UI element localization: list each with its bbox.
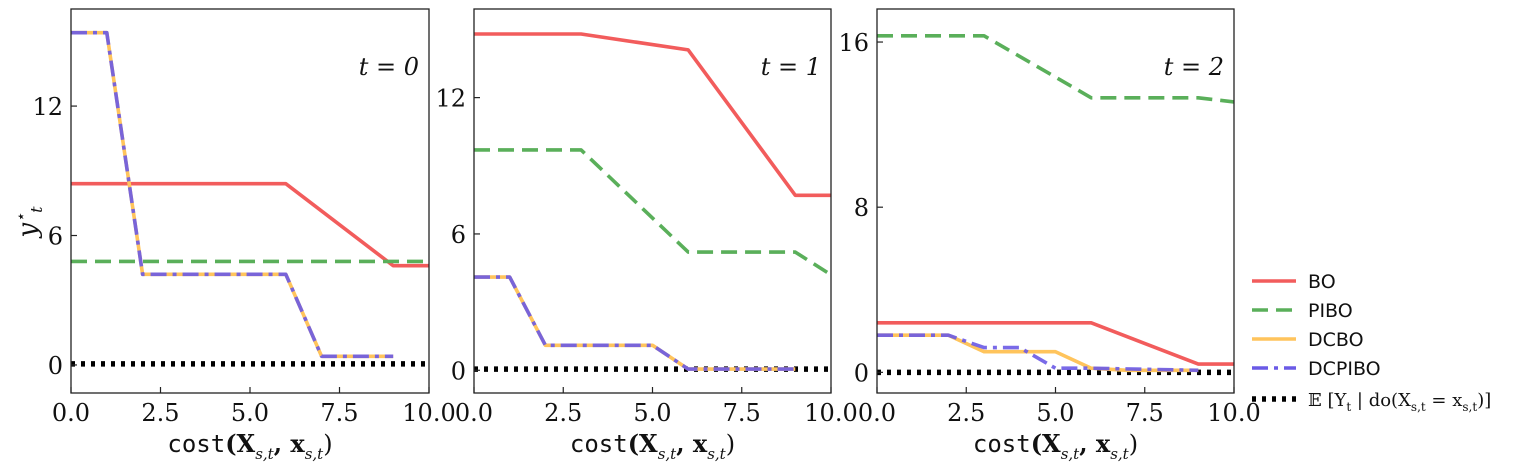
x-tick-label: 7.5 <box>723 399 761 427</box>
y-tick-label: 0 <box>48 352 63 380</box>
legend-label-pibo: PIBO <box>1308 300 1353 322</box>
legend-label-dcpibo: DCPIBO <box>1308 358 1381 380</box>
series-line-bo <box>71 181 429 268</box>
y-tick-label: 8 <box>854 194 869 222</box>
x-tick-label: 5.0 <box>231 399 269 427</box>
y-tick-label: 0 <box>451 357 466 385</box>
x-axis-label: cost(Xs,t, xs,t) <box>167 429 332 463</box>
x-axis-label: cost(Xs,t, xs,t) <box>973 429 1138 463</box>
x-tick-label: 5.0 <box>633 399 671 427</box>
x-tick-label: 7.5 <box>320 399 358 427</box>
legend-label-bo: BO <box>1308 271 1336 293</box>
chart-legend: BO PIBO DCBO DCPIBO 𝔼 [Yt | do(Xs,t = xs,t)] <box>1252 271 1491 414</box>
y-tick-label: 16 <box>838 29 869 57</box>
y-tick-label: 0 <box>854 359 869 387</box>
y-tick-label: 12 <box>435 85 466 113</box>
x-tick-label: 10.0 <box>1207 399 1260 427</box>
x-tick-label: 7.5 <box>1126 399 1164 427</box>
series-line-dcpibo <box>71 30 394 359</box>
x-tick-label: 0.0 <box>455 399 493 427</box>
series-line-pibo <box>474 148 831 277</box>
series-line-dcbo <box>474 275 796 371</box>
x-tick-label: 2.5 <box>947 399 985 427</box>
y-tick-label: 12 <box>32 93 63 121</box>
y-tick-label: 6 <box>48 223 63 251</box>
y-tick-label: 6 <box>451 221 466 249</box>
x-tick-label: 2.5 <box>544 399 582 427</box>
x-tick-label: 0.0 <box>858 399 896 427</box>
series-line-dcpibo <box>877 333 1199 373</box>
panel-time-label: t = 1 <box>761 53 821 81</box>
panel-0: 0.0 2.5 5.0 7.5 10.0 0 6 12 t = 0 cost(Xs,t, xs,t… <box>32 8 456 463</box>
x-tick-label: 0.0 <box>52 399 90 427</box>
x-tick-label: 10.0 <box>804 399 857 427</box>
x-tick-label: 2.5 <box>141 399 179 427</box>
y-axis-label: y⋆t <box>11 206 46 239</box>
series-line-dcbo <box>877 333 1199 373</box>
x-tick-label: 5.0 <box>1036 399 1074 427</box>
panel-2: 0.0 2.5 5.0 7.5 10.0 0 8 16 t = 2 cost(Xs,t, xs,t… <box>838 8 1261 463</box>
series-line-dcpibo <box>474 275 796 371</box>
chart-panels: 0.0 2.5 5.0 7.5 10.0 0 6 12 t = 0 cost(Xs,t, xs,t… <box>32 8 1261 463</box>
x-tick-label: 10.0 <box>402 399 455 427</box>
legend-label-expectation: 𝔼 [Yt | do(Xs,t = xs,t)] <box>1308 390 1491 414</box>
series-line-bo <box>877 320 1234 366</box>
x-axis-label: cost(Xs,t, xs,t) <box>570 429 735 463</box>
panel-1: 0.0 2.5 5.0 7.5 10.0 0 6 12 t = 1 cost(Xs,t, xs,t… <box>435 8 858 463</box>
panel-time-label: t = 2 <box>1164 53 1224 81</box>
panel-time-label: t = 0 <box>359 53 419 81</box>
legend-label-dcbo: DCBO <box>1308 329 1364 351</box>
series-line-bo <box>474 32 831 198</box>
series-line-pibo <box>877 33 1234 104</box>
series-line-dcbo <box>71 30 394 359</box>
